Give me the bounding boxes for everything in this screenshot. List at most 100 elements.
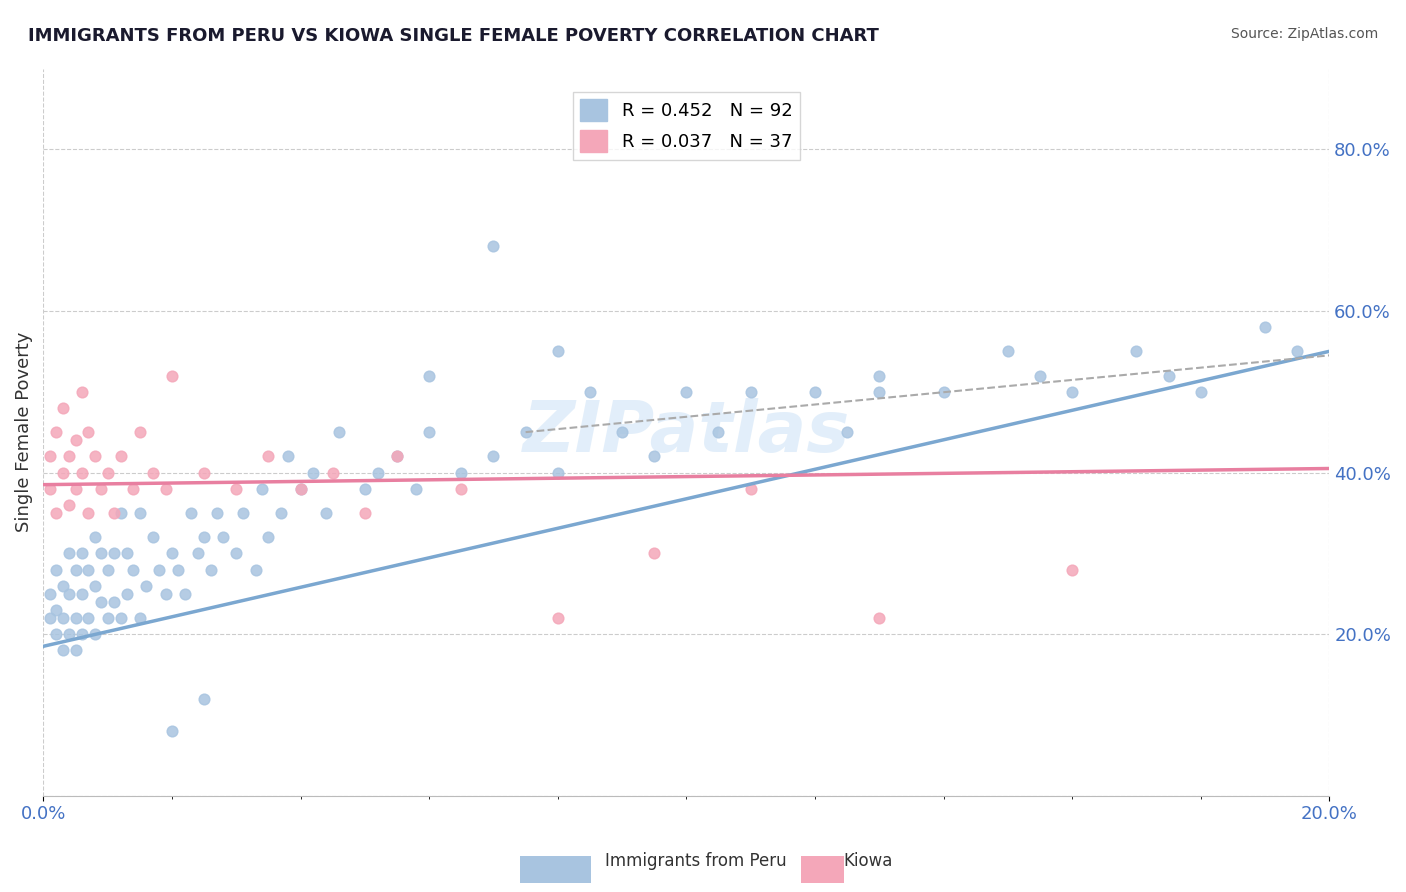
Point	[45, 506, 67, 520]
Point	[450, 466, 472, 480]
Point	[328, 425, 350, 439]
Point	[70, 587, 93, 601]
Point	[1286, 344, 1309, 359]
Point	[110, 506, 132, 520]
Point	[38, 450, 60, 464]
Point	[277, 450, 299, 464]
Point	[385, 450, 408, 464]
Point	[290, 482, 312, 496]
Point	[868, 368, 890, 383]
Point	[225, 482, 247, 496]
Point	[450, 482, 472, 496]
Point	[225, 546, 247, 560]
Point	[675, 384, 697, 399]
Point	[103, 595, 125, 609]
Point	[250, 482, 273, 496]
Point	[354, 482, 377, 496]
Point	[128, 506, 150, 520]
Point	[142, 466, 165, 480]
Point	[482, 239, 505, 253]
Point	[103, 506, 125, 520]
Point	[52, 401, 75, 415]
Point	[385, 450, 408, 464]
Point	[245, 562, 267, 576]
Point	[173, 587, 195, 601]
Text: ZIPatlas: ZIPatlas	[523, 398, 851, 467]
Point	[77, 562, 100, 576]
Point	[1157, 368, 1180, 383]
Point	[547, 466, 569, 480]
Point	[579, 384, 602, 399]
Point	[77, 611, 100, 625]
Point	[160, 724, 183, 739]
Point	[115, 587, 138, 601]
Point	[257, 530, 280, 544]
Point	[122, 482, 145, 496]
Point	[110, 450, 132, 464]
Point	[1125, 344, 1147, 359]
Point	[52, 579, 75, 593]
Point	[547, 611, 569, 625]
Point	[65, 434, 87, 448]
Point	[643, 450, 665, 464]
Point	[65, 562, 87, 576]
Point	[205, 506, 228, 520]
Point	[180, 506, 202, 520]
Point	[77, 425, 100, 439]
Point	[290, 482, 312, 496]
Point	[315, 506, 337, 520]
Point	[193, 530, 215, 544]
Point	[45, 562, 67, 576]
Point	[103, 546, 125, 560]
Point	[804, 384, 827, 399]
Point	[58, 450, 80, 464]
Point	[232, 506, 254, 520]
Point	[515, 425, 537, 439]
Point	[302, 466, 325, 480]
Point	[482, 450, 505, 464]
Point	[83, 579, 105, 593]
Point	[418, 425, 440, 439]
Point	[418, 368, 440, 383]
Point	[405, 482, 427, 496]
Point	[155, 482, 177, 496]
Point	[52, 466, 75, 480]
Point	[193, 691, 215, 706]
Point	[38, 482, 60, 496]
Point	[187, 546, 209, 560]
Point	[90, 546, 112, 560]
Point	[45, 627, 67, 641]
Point	[70, 627, 93, 641]
Legend: R = 0.452   N = 92, R = 0.037   N = 37: R = 0.452 N = 92, R = 0.037 N = 37	[574, 92, 800, 160]
Y-axis label: Single Female Poverty: Single Female Poverty	[15, 332, 32, 533]
Point	[270, 506, 292, 520]
Point	[142, 530, 165, 544]
Point	[45, 425, 67, 439]
Point	[160, 546, 183, 560]
Point	[707, 425, 730, 439]
Point	[1062, 384, 1084, 399]
Point	[997, 344, 1019, 359]
Point	[932, 384, 955, 399]
Point	[58, 587, 80, 601]
Point	[38, 587, 60, 601]
Point	[83, 627, 105, 641]
Text: Immigrants from Peru: Immigrants from Peru	[605, 852, 786, 870]
Point	[257, 450, 280, 464]
Point	[155, 587, 177, 601]
Point	[83, 450, 105, 464]
Point	[97, 562, 120, 576]
Point	[354, 506, 377, 520]
Point	[200, 562, 222, 576]
Point	[1062, 562, 1084, 576]
Point	[160, 368, 183, 383]
Point	[1254, 320, 1277, 334]
Point	[58, 498, 80, 512]
Point	[367, 466, 389, 480]
Point	[70, 546, 93, 560]
Point	[122, 562, 145, 576]
Point	[45, 603, 67, 617]
Point	[212, 530, 235, 544]
Point	[90, 482, 112, 496]
Point	[65, 482, 87, 496]
